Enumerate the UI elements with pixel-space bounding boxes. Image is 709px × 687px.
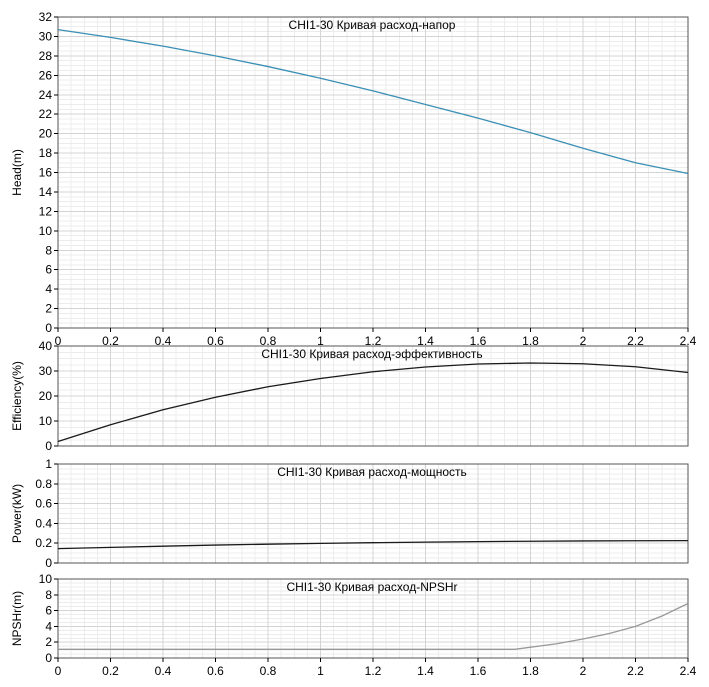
x-tick-label: 0.6 xyxy=(207,334,224,348)
y-tick-label: 0 xyxy=(45,556,52,570)
x-tick-label: 2.4 xyxy=(680,664,697,678)
x-tick-label: 2 xyxy=(580,334,587,348)
y-tick-label: 30 xyxy=(39,364,53,378)
x-tick-label: 1.2 xyxy=(365,664,382,678)
y-tick-label: 10 xyxy=(39,572,53,586)
chart-title: CHI1-30 Кривая расход-эффективность xyxy=(261,347,482,361)
efficiency-major-grid xyxy=(57,345,689,447)
y-tick-label: 20 xyxy=(39,389,53,403)
x-tick-label: 1.8 xyxy=(522,334,539,348)
x-tick-label: 0.2 xyxy=(102,334,119,348)
y-tick-label: 8 xyxy=(45,243,52,257)
y-tick-label: 4 xyxy=(45,282,52,296)
x-tick-label: 1.6 xyxy=(470,664,487,678)
y-axis-title: Power(kW) xyxy=(10,484,24,543)
y-tick-label: 0.2 xyxy=(35,536,52,550)
y-tick-label: 16 xyxy=(39,166,53,180)
npshr-m-panel: 0 2 46 8 10 0 0.2 0.4 0.6 0.8 1 1.2 1.4 1.6 1.8 2 2.2 2.4… xyxy=(10,572,697,678)
y-tick-label: 1 xyxy=(45,457,52,471)
y-tick-label: 8 xyxy=(45,588,52,602)
chart-title: CHI1-30 Кривая расход-напор xyxy=(289,18,456,32)
x-tick-label: 0.8 xyxy=(260,664,277,678)
y-tick-label: 24 xyxy=(39,88,53,102)
x-tick-label: 2.2 xyxy=(627,664,644,678)
y-tick-label: 28 xyxy=(39,49,53,63)
y-tick-label: 0.6 xyxy=(35,497,52,511)
y-tick-label: 6 xyxy=(45,604,52,618)
x-tick-label: 0.4 xyxy=(155,664,172,678)
y-axis-title: NPSHr(m) xyxy=(10,591,24,646)
y-tick-label: 0.8 xyxy=(35,477,52,491)
y-tick-label: 14 xyxy=(39,185,53,199)
y-tick-label: 10 xyxy=(39,224,53,238)
y-axis-title: Head(m) xyxy=(10,149,24,196)
x-tick-label: 1.4 xyxy=(417,664,434,678)
head-m-series-line xyxy=(57,28,689,175)
x-tick-label: 0 xyxy=(55,334,62,348)
chart-title: CHI1-30 Кривая расход-NPSHr xyxy=(286,580,457,594)
y-tick-label: 10 xyxy=(39,414,53,428)
y-tick-label: 18 xyxy=(39,146,53,160)
y-tick-label: 12 xyxy=(39,204,53,218)
y-tick-label: 26 xyxy=(39,68,53,82)
x-tick-label: 0.4 xyxy=(155,334,172,348)
x-tick-label: 1.4 xyxy=(417,334,434,348)
x-tick-label: 0.8 xyxy=(260,334,277,348)
x-tick-label: 1 xyxy=(317,334,324,348)
y-tick-label: 6 xyxy=(45,263,52,277)
x-tick-label: 2.2 xyxy=(627,334,644,348)
y-tick-label: 22 xyxy=(39,107,53,121)
npshr-m-series-line xyxy=(58,602,689,650)
y-tick-label: 32 xyxy=(39,10,53,24)
y-axis-title: Efficiency(%) xyxy=(10,361,24,431)
x-tick-label: 1 xyxy=(317,664,324,678)
y-tick-label: 2 xyxy=(45,302,52,316)
y-tick-label: 2 xyxy=(45,635,52,649)
y-tick-label: 30 xyxy=(39,29,53,43)
power-kw-panel: 0 0.2 0.4 0.6 0.8 1 Power(kW) CHI1-30 Кривая ра… xyxy=(10,457,689,570)
x-tick-label: 2.4 xyxy=(680,334,697,348)
chart-title: CHI1-30 Кривая расход-мощность xyxy=(277,465,467,479)
x-tick-label: 2 xyxy=(580,664,587,678)
x-tick-label: 0 xyxy=(55,664,62,678)
power-kw-plot-frame xyxy=(57,463,689,564)
efficiency-panel: 0 10 20 30 40 Efficiency(%) CHI1-30 Кривая рас… xyxy=(10,339,689,453)
x-tick-label: 1.8 xyxy=(522,664,539,678)
x-tick-label: 0.6 xyxy=(207,664,224,678)
y-tick-label: 0 xyxy=(45,651,52,665)
y-tick-label: 40 xyxy=(39,339,53,353)
y-tick-label: 20 xyxy=(39,127,53,141)
head-m-major-grid xyxy=(57,16,689,329)
power-kw-series-line xyxy=(57,539,689,550)
y-tick-label: 0 xyxy=(45,439,52,453)
y-tick-label: 0 xyxy=(45,321,52,335)
efficiency-series-line xyxy=(57,362,689,443)
y-tick-label: 4 xyxy=(45,619,52,633)
x-tick-label: 1.2 xyxy=(365,334,382,348)
x-tick-label: 0.2 xyxy=(102,664,119,678)
x-tick-label: 1.6 xyxy=(470,334,487,348)
y-tick-label: 0.4 xyxy=(35,516,52,530)
